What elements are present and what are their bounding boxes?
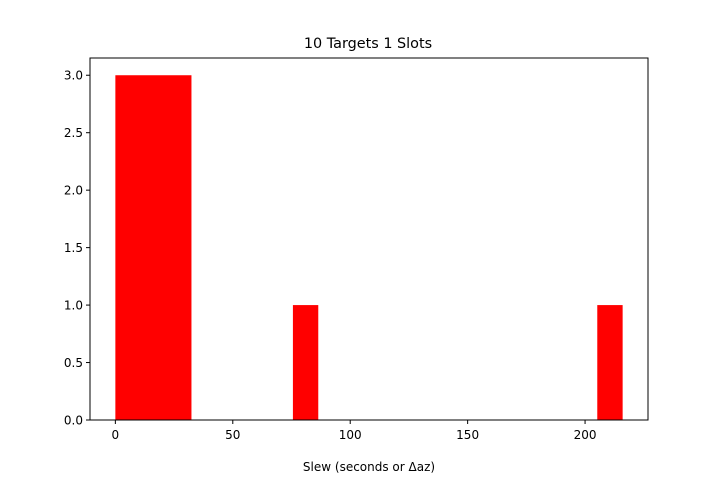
chart-title: 10 Targets 1 Slots xyxy=(304,36,432,52)
y-tick-label: 2.0 xyxy=(64,184,83,198)
bars-group xyxy=(115,75,623,420)
x-tick-label: 0 xyxy=(112,428,120,442)
y-tick-label: 0.5 xyxy=(64,356,83,370)
x-tick-label: 150 xyxy=(456,428,479,442)
y-tick-label: 3.0 xyxy=(64,69,83,83)
plot-frame xyxy=(89,57,649,421)
x-tick-label: 200 xyxy=(574,428,597,442)
y-tick-label: 1.5 xyxy=(64,241,83,255)
y-tick-label: 2.5 xyxy=(64,126,83,140)
histogram-bar-1 xyxy=(115,75,192,420)
histogram-bar-3 xyxy=(597,305,623,420)
y-axis: 0.0 0.5 1.0 1.5 2.0 2.5 3.0 xyxy=(64,69,90,428)
x-tick-label: 50 xyxy=(225,428,240,442)
y-tick-label: 0.0 xyxy=(64,414,83,428)
y-tick-label: 1.0 xyxy=(64,299,83,313)
x-axis: 0 50 100 150 200 xyxy=(112,420,597,442)
x-tick-label: 100 xyxy=(339,428,362,442)
x-axis-title: Slew (seconds or Δaz) xyxy=(303,460,435,474)
histogram-bar-2 xyxy=(292,305,319,420)
